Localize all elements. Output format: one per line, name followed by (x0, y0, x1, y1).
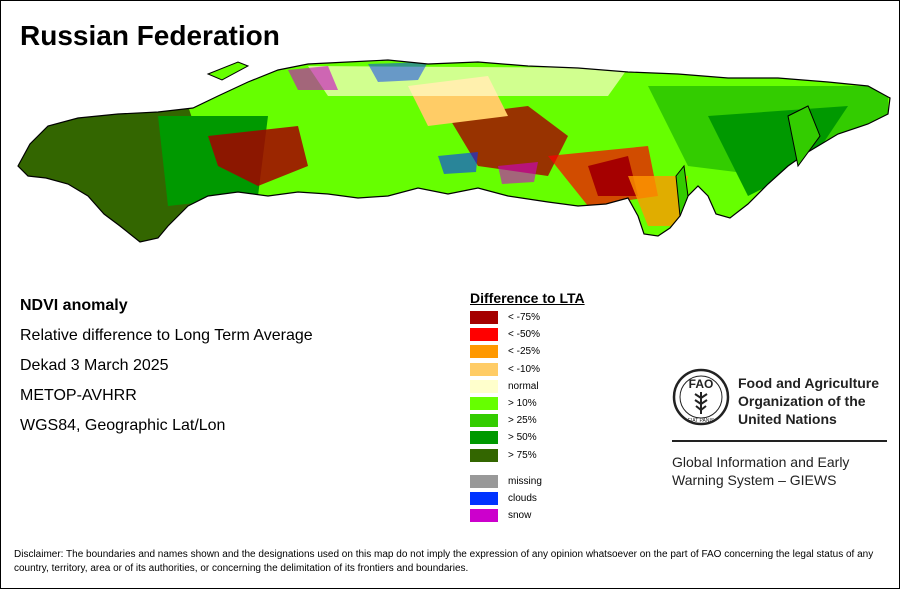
novaya-zemlya (206, 61, 250, 81)
svg-text:FAO: FAO (689, 377, 714, 391)
legend-label: < -25% (508, 346, 540, 358)
legend-label: < -50% (508, 329, 540, 341)
kamchatka (787, 105, 821, 168)
ndvi-anomaly-map (17, 59, 891, 243)
legend-label: < -10% (508, 363, 540, 375)
russia-outline (17, 59, 891, 243)
legend-label: > 75% (508, 449, 537, 461)
legend-label: > 50% (508, 432, 537, 444)
siberia-clouds (438, 152, 478, 174)
legend-label: snow (508, 510, 532, 522)
giews-name: Global Information and Early Warning Sys… (672, 454, 850, 488)
north-normal (308, 66, 628, 96)
product-description: Relative difference to Long Term Average (20, 327, 313, 344)
legend-swatch (470, 448, 498, 462)
fao-logo: FAO FIAT PANIS (672, 368, 730, 426)
legend-swatch (470, 311, 498, 324)
fao-name: Food and Agriculture Organization of the… (738, 375, 880, 427)
svg-text:FIAT PANIS: FIAT PANIS (688, 418, 715, 424)
map-title: Russian Federation (20, 20, 280, 51)
central-negative (448, 106, 568, 176)
legend-swatch (470, 328, 498, 342)
legend-label: > 10% (508, 398, 537, 409)
legend-title: Difference to LTA (470, 290, 585, 306)
disclaimer: Disclaimer: The boundaries and names sho… (14, 549, 874, 574)
legend-swatch (470, 475, 498, 488)
legend-swatch (470, 397, 498, 410)
fao-divider (672, 440, 887, 442)
legend-label: normal (508, 380, 539, 392)
legend-swatch (470, 379, 498, 393)
legend-swatch (470, 431, 498, 445)
time-period: Dekad 3 March 2025 (20, 357, 169, 374)
legend-label: missing (508, 476, 542, 487)
legend-swatch (470, 345, 498, 359)
legend-swatch (470, 492, 498, 506)
legend-label: < -75% (508, 312, 540, 323)
north-snow (288, 66, 338, 90)
legend-swatch (470, 414, 498, 428)
sakhalin-island (675, 164, 689, 217)
legend-label: clouds (508, 493, 537, 505)
legend-label: > 25% (508, 415, 537, 427)
sensor-name: METOP-AVHRR (20, 387, 137, 404)
amur-negative (628, 176, 688, 226)
legend-swatch (470, 362, 498, 376)
projection-info: WGS84, Geographic Lat/Lon (20, 417, 226, 434)
north-clouds (368, 62, 428, 82)
legend-swatch (470, 509, 498, 523)
far-east-strong-negative (588, 156, 638, 196)
west-negative (208, 126, 308, 186)
siberia-snow (498, 162, 538, 184)
product-name: NDVI anomaly (20, 297, 128, 314)
